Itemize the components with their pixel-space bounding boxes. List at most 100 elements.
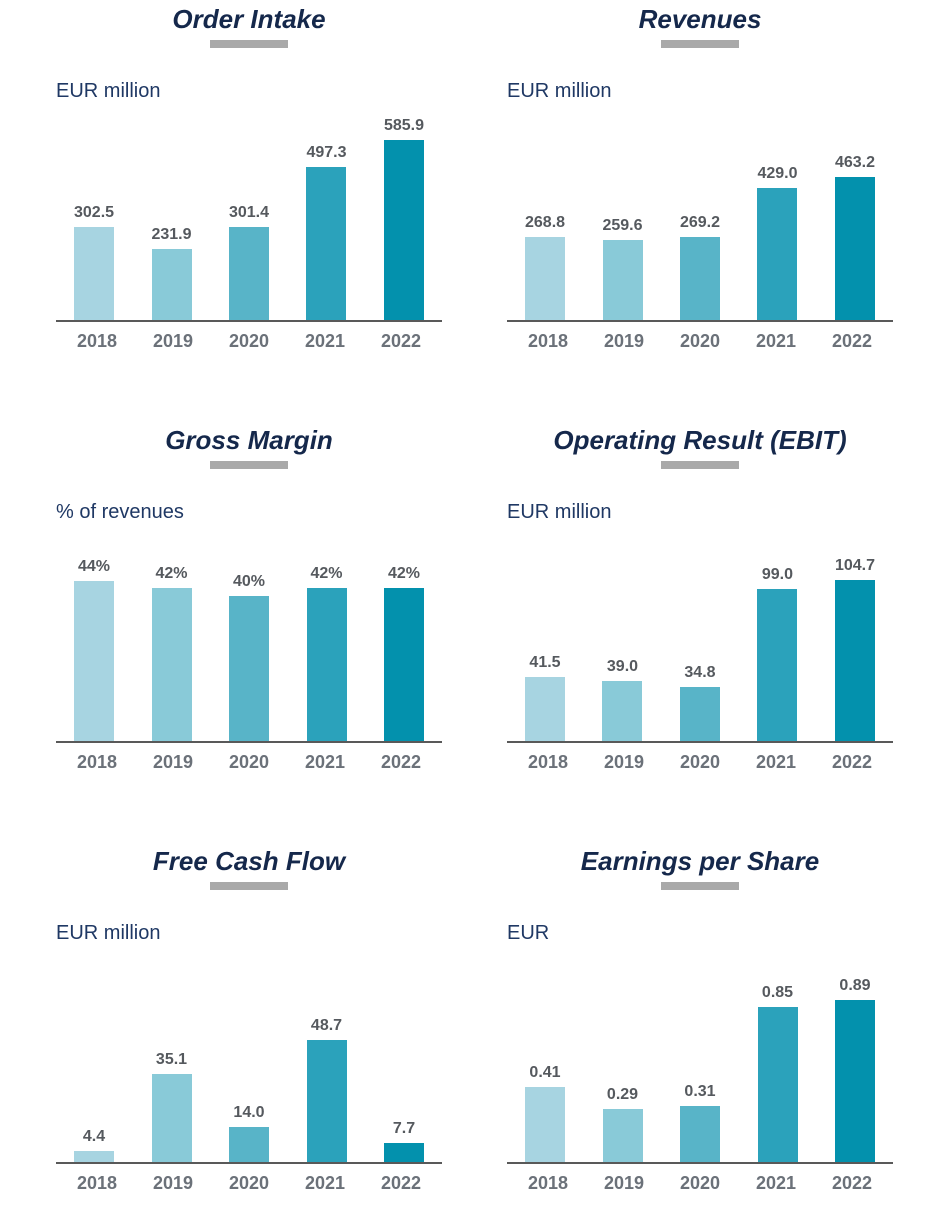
x-tick-label: 2021: [304, 752, 346, 772]
x-tick-label: 2018: [527, 331, 569, 351]
bar-group: 14.0: [229, 1104, 269, 1162]
bar-group: 42%: [384, 565, 424, 741]
x-tick-label: 2019: [603, 331, 645, 351]
bar-2022: [383, 140, 424, 320]
bar-value-label: 268.8: [525, 214, 566, 231]
x-tick-label: 2018: [76, 1173, 118, 1193]
chart-title: Order Intake: [172, 4, 326, 34]
x-tick-label: 2021: [755, 752, 797, 772]
unit-label: EUR million: [507, 80, 612, 102]
x-axis-labels: 2018 2019 2020 2021 2022: [56, 331, 442, 352]
title-underline-bar: [210, 40, 288, 48]
x-axis-labels: 2018 2019 2020 2021 2022: [507, 1173, 893, 1194]
bar-2022: [835, 1000, 875, 1162]
title-underline-bar: [661, 40, 739, 48]
bar-2019: [151, 249, 192, 320]
bar-value-label: 231.9: [151, 226, 192, 243]
bar-group: 48.7: [306, 1017, 347, 1162]
bar-value-label: 39.0: [606, 658, 639, 675]
bar-2021: [757, 589, 798, 741]
bar-2018: [74, 1151, 114, 1162]
x-tick-label: 2020: [228, 1173, 270, 1193]
bar-group: 268.8: [525, 214, 565, 320]
plot-area: 302.5 231.9 301.4 497.3 585.9: [56, 117, 442, 320]
bar-2020: [679, 237, 720, 320]
unit-label: EUR million: [56, 80, 161, 102]
x-tick-label: 2022: [831, 1173, 873, 1193]
bar-group: 301.4: [229, 204, 269, 320]
x-tick-label: 2018: [527, 1173, 569, 1193]
bar-value-label: 302.5: [74, 204, 115, 221]
x-tick-label: 2022: [380, 752, 422, 772]
bar-group: 259.6: [602, 217, 643, 320]
bar-value-label: 585.9: [383, 117, 424, 134]
chart-title: Earnings per Share: [580, 846, 820, 876]
bar-2021: [306, 588, 347, 741]
bar-group: 35.1: [151, 1051, 192, 1162]
bar-group: 40%: [229, 573, 269, 741]
bar-2021: [306, 167, 347, 320]
bar-value-label: 0.89: [839, 977, 871, 994]
chart-title: Free Cash Flow: [152, 846, 346, 876]
bar-2021: [306, 1040, 347, 1162]
unit-label: EUR million: [56, 922, 161, 944]
title-underline-bar: [210, 461, 288, 469]
bar-value-label: 42%: [387, 565, 421, 582]
bar-group: 497.3: [306, 144, 347, 320]
bar-value-label: 40%: [232, 573, 266, 590]
plot-area: 41.5 39.0 34.8 99.0 104.7: [507, 541, 893, 741]
x-tick-label: 2019: [152, 1173, 194, 1193]
bar-2018: [525, 1087, 565, 1162]
chart-box: Revenues EUR million 268.8 259.6 269.2 429.…: [507, 4, 893, 352]
bar-2020: [229, 596, 269, 741]
chart-operating-result-ebit: Operating Result (EBIT) EUR million 41.5…: [465, 421, 930, 842]
bar-2020: [228, 227, 269, 320]
x-axis-line: [507, 741, 893, 743]
x-tick-label: 2021: [755, 1173, 797, 1193]
bar-2019: [151, 1074, 192, 1162]
chart-earnings-per-share: Earnings per Share EUR 0.41 0.29 0.31 0.85 0…: [465, 842, 930, 1223]
bar-value-label: 497.3: [306, 144, 347, 161]
plot-area: 44% 42% 40% 42% 42%: [56, 541, 442, 741]
bar-2021: [757, 1007, 798, 1162]
x-tick-label: 2021: [755, 331, 797, 351]
bar-value-label: 429.0: [757, 165, 798, 182]
x-tick-label: 2021: [304, 331, 346, 351]
bar-value-label: 44%: [77, 558, 111, 575]
bar-value-label: 104.7: [834, 557, 875, 574]
unit-label: % of revenues: [56, 501, 184, 523]
bar-2018: [74, 227, 115, 320]
x-axis-labels: 2018 2019 2020 2021 2022: [507, 331, 893, 352]
bar-value-label: 0.29: [606, 1086, 639, 1103]
bar-value-label: 0.41: [529, 1064, 561, 1081]
chart-gross-margin: Gross Margin % of revenues 44% 42% 40% 42% 4…: [0, 421, 465, 842]
bar-2020: [229, 1127, 269, 1162]
bar-value-label: 42%: [155, 565, 188, 582]
bar-value-label: 301.4: [228, 204, 270, 221]
x-tick-label: 2020: [228, 752, 270, 772]
x-axis-labels: 2018 2019 2020 2021 2022: [507, 752, 893, 773]
x-axis-line: [56, 1162, 442, 1164]
plot-area: 0.41 0.29 0.31 0.85 0.89: [507, 962, 893, 1162]
bar-value-label: 41.5: [529, 654, 561, 671]
bar-group: 302.5: [74, 204, 114, 320]
bar-value-label: 35.1: [155, 1051, 188, 1068]
bar-group: 0.41: [525, 1064, 565, 1162]
chart-box: Free Cash Flow EUR million 4.4 35.1 14.0 48…: [56, 846, 442, 1194]
plot-area: 268.8 259.6 269.2 429.0 463.2: [507, 120, 893, 320]
x-axis-line: [56, 320, 442, 322]
x-tick-label: 2022: [831, 331, 873, 351]
chart-title: Gross Margin: [165, 425, 333, 455]
chart-box: Gross Margin % of revenues 44% 42% 40% 42% 4…: [56, 425, 442, 773]
bar-group: 34.8: [679, 664, 720, 741]
x-tick-label: 2019: [603, 1173, 645, 1193]
x-tick-label: 2018: [527, 752, 569, 772]
chart-free-cash-flow: Free Cash Flow EUR million 4.4 35.1 14.0 48…: [0, 842, 465, 1223]
x-tick-label: 2020: [679, 1173, 721, 1193]
x-tick-label: 2022: [380, 331, 422, 351]
bar-value-label: 269.2: [679, 214, 721, 231]
x-tick-label: 2018: [76, 752, 118, 772]
bar-group: 41.5: [525, 654, 565, 741]
bar-group: 269.2: [680, 214, 720, 320]
x-tick-label: 2020: [679, 331, 721, 351]
